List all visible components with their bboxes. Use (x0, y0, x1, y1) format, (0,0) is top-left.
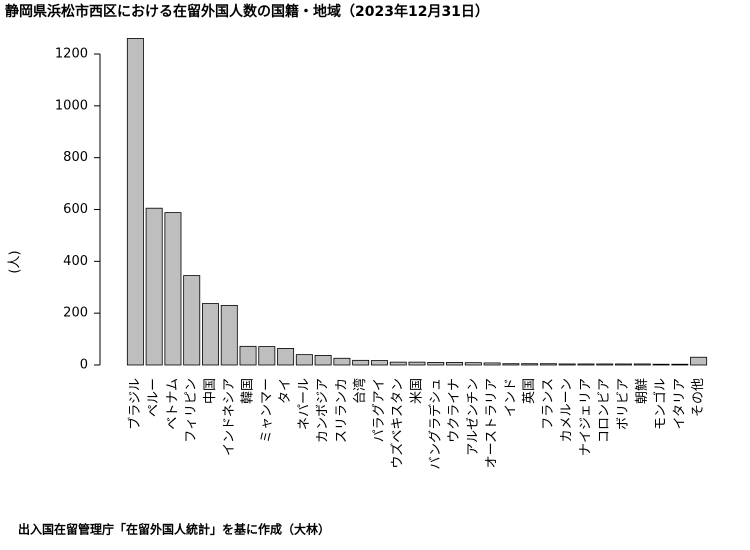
x-tick-label: スリランカ (334, 378, 349, 443)
x-tick-label: 中国 (203, 378, 218, 404)
bar (483, 362, 501, 366)
source-note: 出入国在留管理庁「在留外国人統計」を基に作成（大林） (18, 522, 330, 537)
x-tick-label: 米国 (410, 378, 425, 404)
y-tick-label: 200 (63, 306, 88, 321)
x-tick-label: ミャンマー (259, 378, 274, 443)
x-tick-label: ペルー (147, 378, 162, 417)
y-axis-label: (人) (8, 250, 23, 273)
x-tick-label: フィリピン (184, 378, 199, 443)
bar (183, 275, 201, 366)
bar (558, 363, 576, 366)
bar (352, 359, 370, 366)
x-tick-label: パラグアイ (372, 378, 387, 442)
y-tick-label: 1200 (55, 47, 88, 62)
bar (427, 362, 445, 366)
bar (577, 363, 595, 366)
y-tick-label: 600 (63, 202, 88, 217)
x-tick-label: アルゼンチン (466, 378, 481, 456)
bar (333, 357, 351, 366)
bar (502, 363, 520, 366)
bar (671, 363, 689, 366)
bar (258, 346, 276, 366)
bar (652, 363, 670, 366)
bar (220, 304, 238, 366)
bar (145, 207, 163, 366)
x-tick-label: ブラジル (127, 378, 143, 430)
x-tick-label: ボリビア (616, 378, 631, 430)
bar (126, 38, 144, 366)
y-tick-label: 1000 (55, 98, 88, 113)
bar (539, 363, 557, 366)
chart-title: 静岡県浜松市西区における在留外国人数の国籍・地域（2023年12月31日） (5, 3, 489, 20)
y-tick-label: 800 (63, 150, 88, 165)
x-tick-label: 台湾 (352, 378, 368, 404)
y-tick-label: 400 (63, 254, 88, 269)
x-tick-label: ネパール (297, 378, 312, 430)
bar (446, 362, 464, 366)
bar (277, 348, 295, 366)
x-tick-label: モンゴル (653, 378, 669, 430)
bar (690, 356, 708, 366)
x-tick-label: カメルーン (560, 378, 575, 442)
bar (202, 303, 219, 366)
x-tick-label: インド (503, 378, 518, 417)
bar (370, 360, 388, 366)
x-tick-label: コロンビア (597, 378, 612, 443)
bar (615, 363, 632, 366)
bar (464, 362, 482, 366)
x-tick-label: ウクライナ (447, 378, 462, 443)
x-tick-label: バングラデシュ (427, 378, 443, 470)
bar (521, 363, 539, 366)
bar (164, 212, 182, 366)
bar (389, 361, 407, 366)
x-tick-label: ベトナム (165, 378, 180, 430)
bar (408, 361, 426, 366)
x-tick-label: フランス (541, 378, 556, 430)
x-tick-label: その他 (691, 378, 706, 417)
x-tick-label: ウズベキスタン (390, 378, 406, 469)
x-tick-label: タイ (278, 378, 293, 404)
bar (295, 354, 313, 366)
y-tick-label: 0 (80, 358, 88, 373)
x-tick-label: 韓国 (241, 378, 256, 404)
bar (633, 363, 651, 366)
x-tick-label: イタリア (672, 378, 687, 429)
x-tick-label: ナイジェリア (578, 378, 593, 456)
bar (239, 345, 257, 366)
x-tick-label: インドネシア (222, 378, 237, 456)
bar (596, 363, 614, 366)
x-tick-label: オーストラリア (485, 378, 500, 468)
bar (314, 355, 332, 366)
x-tick-label: カンボジア (316, 378, 331, 443)
x-tick-label: 朝鮮 (635, 378, 650, 404)
x-tick-label: 英国 (522, 378, 537, 404)
